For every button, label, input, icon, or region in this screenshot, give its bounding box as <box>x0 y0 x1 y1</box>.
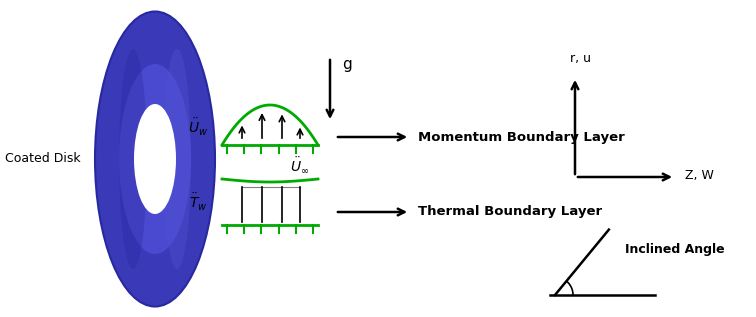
Ellipse shape <box>119 64 191 254</box>
Ellipse shape <box>134 104 176 214</box>
Text: r, u: r, u <box>569 52 590 65</box>
Text: $\ddot{T}_w$: $\ddot{T}_w$ <box>190 191 208 212</box>
Text: $\ddot{U}_\infty$: $\ddot{U}_\infty$ <box>290 156 310 174</box>
Text: Momentum Boundary Layer: Momentum Boundary Layer <box>418 131 624 144</box>
Text: Thermal Boundary Layer: Thermal Boundary Layer <box>418 205 602 218</box>
Text: g: g <box>342 57 352 73</box>
Ellipse shape <box>95 11 215 307</box>
Text: Z, W: Z, W <box>685 169 714 182</box>
Text: $\ddot{U}_w$: $\ddot{U}_w$ <box>187 116 208 138</box>
Ellipse shape <box>163 49 191 269</box>
Ellipse shape <box>119 49 147 269</box>
Text: Coated Disk: Coated Disk <box>5 152 81 165</box>
Text: Inclined Angle: Inclined Angle <box>624 243 724 256</box>
